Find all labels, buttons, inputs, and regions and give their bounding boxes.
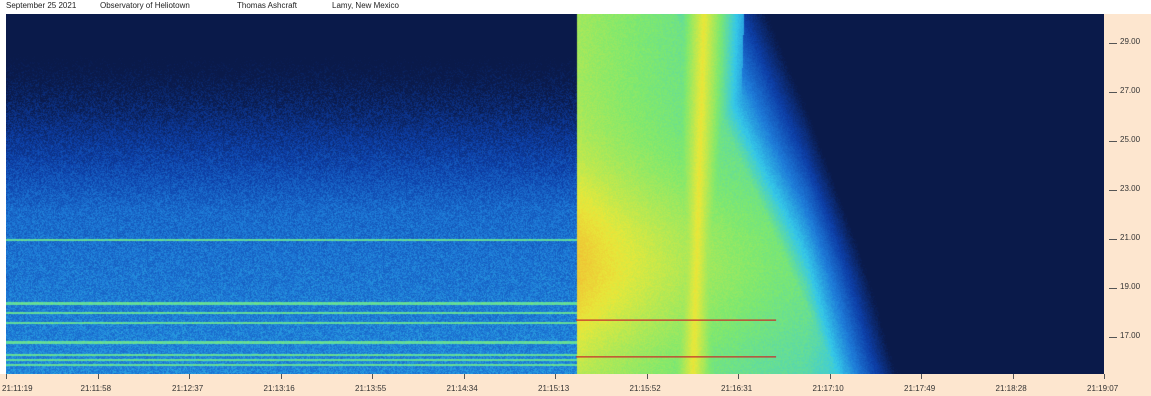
y-tick-mark — [1109, 239, 1117, 241]
y-tick-label: 27.00 — [1120, 86, 1141, 96]
x-tick-mark — [463, 374, 465, 379]
time-axis: 21:11:19 21:11:58 21:12:37 21:13:16 21:13:55… — [0, 374, 1151, 396]
header-date: September 25 2021 — [6, 1, 77, 10]
x-tick-mark — [1012, 374, 1014, 379]
x-tick-label: 21:16:31 — [721, 384, 753, 393]
frequency-axis: 29.00 27.00 25.00 23.00 21.00 19.00 17.00 — [1104, 14, 1151, 374]
x-tick-mark — [1104, 374, 1105, 379]
x-tick-mark — [189, 374, 190, 379]
x-tick-mark — [6, 374, 7, 379]
x-tick-label: 21:15:52 — [629, 384, 661, 393]
x-tick-mark — [280, 374, 282, 379]
x-tick-mark — [555, 374, 556, 379]
x-tick-label: 21:14:34 — [446, 384, 478, 393]
spectrogram-plot — [6, 14, 1104, 374]
y-tick-mark — [1109, 43, 1117, 45]
y-tick-label: 17.00 — [1120, 331, 1141, 341]
x-tick-label: 21:18:28 — [995, 384, 1027, 393]
x-tick-label: 21:13:16 — [263, 384, 295, 393]
y-tick-mark — [1109, 92, 1117, 94]
x-tick-label: 21:11:58 — [80, 384, 112, 393]
spectrogram-overlay — [576, 319, 777, 358]
y-tick-mark — [1109, 141, 1117, 143]
x-tick-mark — [372, 374, 373, 379]
spectrogram-heatmap — [6, 14, 1104, 374]
x-tick-mark — [646, 374, 648, 379]
header-observatory: Observatory of Heliotown — [100, 1, 190, 10]
y-tick-label: 29.00 — [1120, 37, 1141, 47]
x-tick-label: 21:19:07 — [1087, 384, 1119, 393]
y-tick-label: 19.00 — [1120, 282, 1141, 292]
y-tick-label: 21.00 — [1120, 233, 1141, 243]
x-tick-mark — [738, 374, 739, 379]
x-tick-label: 21:13:55 — [355, 384, 387, 393]
y-tick-label: 23.00 — [1120, 184, 1141, 194]
x-tick-label: 21:17:49 — [904, 384, 936, 393]
x-tick-mark — [97, 374, 99, 379]
y-tick-mark — [1109, 288, 1117, 290]
x-tick-label: 21:17:10 — [812, 384, 844, 393]
y-tick-mark — [1109, 190, 1117, 192]
header-observer: Thomas Ashcraft — [237, 1, 298, 10]
x-tick-label: 21:11:19 — [2, 384, 33, 393]
x-tick-mark — [921, 374, 922, 379]
x-tick-label: 21:15:13 — [538, 384, 570, 393]
x-tick-label: 21:12:37 — [172, 384, 204, 393]
header-location: Lamy, New Mexico — [332, 1, 399, 10]
y-tick-label: 25.00 — [1120, 135, 1141, 145]
header-info: September 25 2021 Observatory of Helioto… — [0, 0, 1151, 14]
x-tick-mark — [829, 374, 831, 379]
y-tick-mark — [1109, 337, 1117, 339]
